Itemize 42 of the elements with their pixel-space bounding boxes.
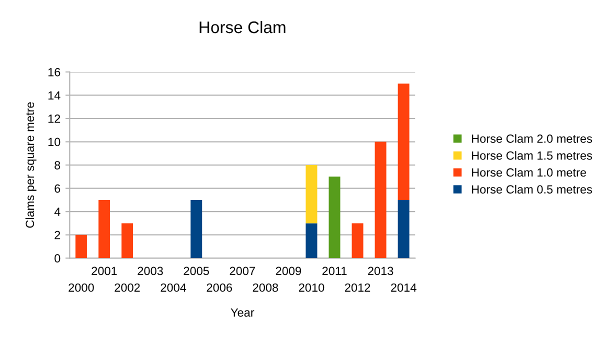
chart-title: Horse Clam bbox=[200, 20, 286, 34]
y-tick-label: 10 bbox=[48, 138, 60, 146]
legend-label: Horse Clam 2.0 metres bbox=[472, 134, 592, 143]
bar bbox=[398, 84, 410, 200]
bar bbox=[122, 223, 134, 258]
legend-label: Horse Clam 0.5 metres bbox=[472, 184, 592, 194]
x-tick-label: 2004 bbox=[160, 283, 186, 292]
y-tick-label: 4 bbox=[54, 208, 60, 216]
x-tick-label: 2005 bbox=[184, 266, 209, 276]
bar bbox=[190, 200, 202, 258]
bar bbox=[374, 142, 386, 258]
bar bbox=[75, 234, 87, 258]
x-tick-label: 2014 bbox=[391, 283, 416, 292]
y-tick-label: 8 bbox=[54, 161, 60, 170]
bar bbox=[306, 165, 318, 224]
x-axis-title: Year bbox=[230, 308, 254, 317]
y-tick-label: 6 bbox=[54, 184, 60, 193]
x-tick-label: 2001 bbox=[92, 266, 117, 276]
x-tick-label: 2010 bbox=[298, 283, 324, 292]
x-tick-label: 2011 bbox=[322, 266, 347, 276]
bar bbox=[98, 200, 110, 258]
bar bbox=[398, 200, 410, 258]
bar bbox=[306, 223, 318, 258]
x-tick-label: 2006 bbox=[206, 283, 232, 292]
y-tick-label: 12 bbox=[48, 114, 60, 123]
x-tick-label: 2012 bbox=[345, 283, 370, 292]
y-tick-label: 16 bbox=[48, 68, 60, 76]
y-tick-label: 0 bbox=[54, 254, 60, 263]
bar bbox=[328, 176, 340, 258]
x-tick-label: 2003 bbox=[138, 266, 163, 276]
y-axis-title: Clams per square metre bbox=[25, 102, 36, 228]
x-tick-label: 2013 bbox=[368, 266, 394, 276]
x-tick-label: 2007 bbox=[230, 266, 255, 276]
y-tick-label: 14 bbox=[48, 91, 60, 100]
bar bbox=[352, 223, 364, 258]
legend-label: Horse Clam 1.5 metres bbox=[472, 151, 592, 160]
y-tick-label: 2 bbox=[54, 230, 60, 240]
x-tick-label: 2000 bbox=[68, 283, 94, 292]
x-tick-label: 2008 bbox=[252, 283, 278, 292]
x-tick-label: 2002 bbox=[114, 283, 140, 292]
x-tick-label: 2009 bbox=[276, 266, 302, 276]
legend-label: Horse Clam 1.0 metre bbox=[472, 168, 586, 177]
